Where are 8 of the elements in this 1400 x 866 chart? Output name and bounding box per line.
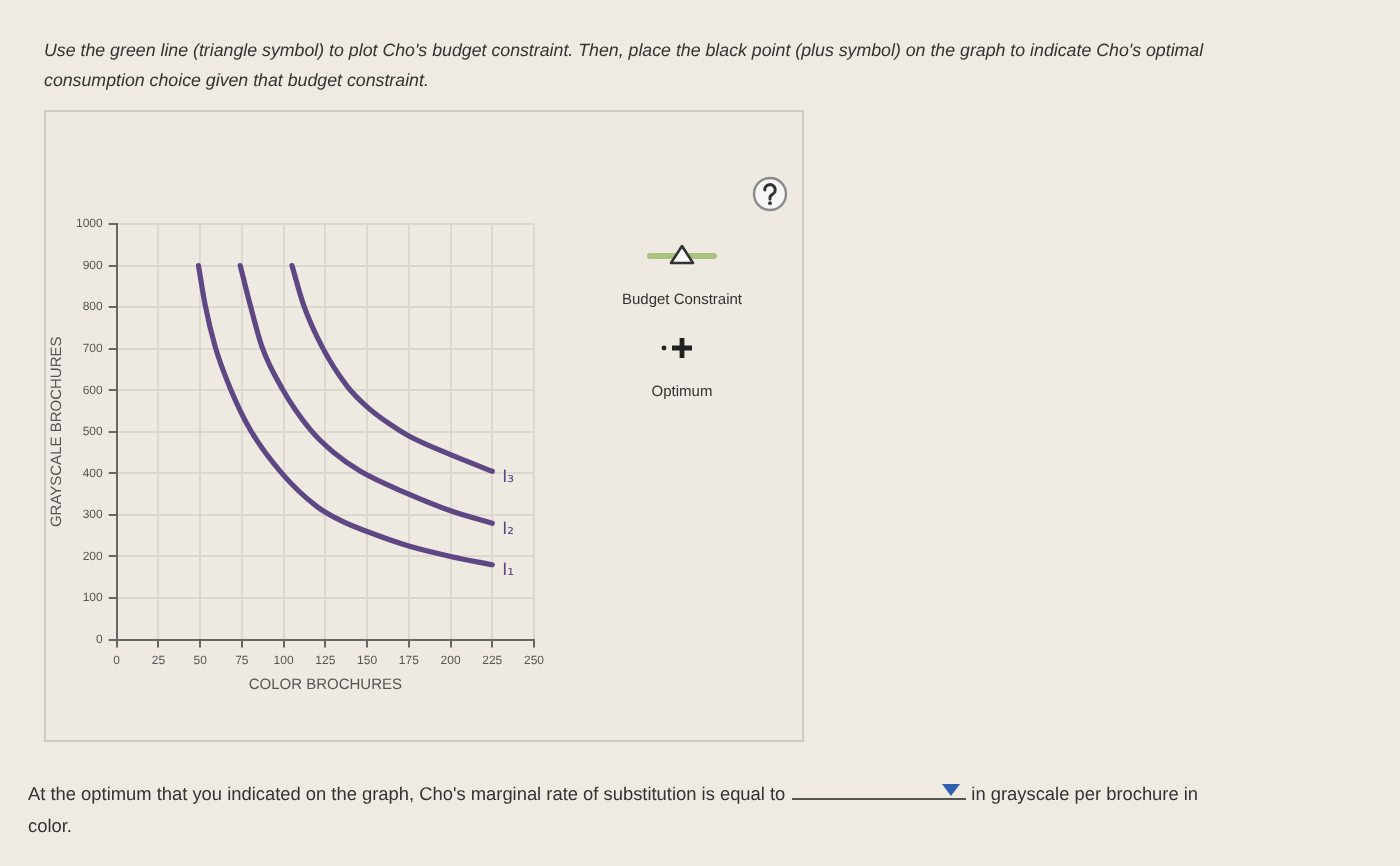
line-series	[289, 262, 495, 474]
series-label: I₂	[502, 519, 515, 540]
text: At the optimum that you indicated on the graph, Cho's marginal rate of substitution is equal to	[28, 784, 786, 804]
series-label: I₁	[502, 561, 515, 582]
line-series	[195, 262, 495, 568]
text: Use the green line (triangle symbol) to plot Cho's budget constraint. Then, place the black point (plus symbol) on the graph to indicate Cho's optimal consumption choice given that budget constraint.	[44, 38, 1206, 94]
series-label: I₃	[502, 467, 515, 488]
line-series	[237, 262, 495, 526]
